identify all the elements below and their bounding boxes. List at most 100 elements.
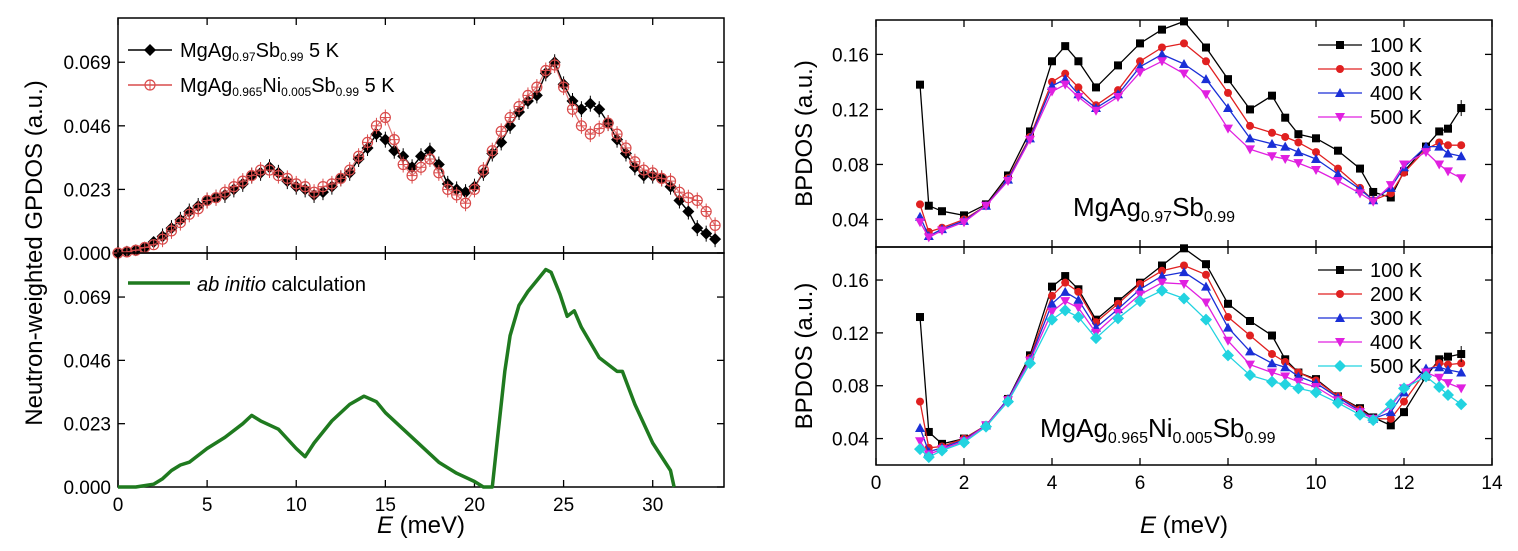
label-part: Sb — [1172, 192, 1204, 222]
y-tick-label: 0.023 — [63, 180, 111, 201]
x-tick-label: 2 — [959, 473, 970, 494]
y-tick-label: 0.069 — [63, 53, 111, 74]
sample-label: MgAg0.97Sb0.99 — [1073, 192, 1235, 226]
x-tick-label: 10 — [286, 495, 307, 516]
subscript: 0.005 — [1173, 430, 1213, 447]
x-axis-unit: (meV) — [1156, 512, 1228, 539]
legend-marker — [1336, 41, 1344, 49]
legend-entry: 300 K — [1318, 308, 1423, 330]
y-tick-label: 0.000 — [63, 478, 111, 499]
legend-entry: 200 K — [1318, 284, 1423, 306]
y-tick-label: 0.08 — [832, 377, 869, 398]
x-tick-label: 0 — [113, 495, 124, 516]
legend-marker — [1336, 65, 1344, 73]
label-part: 5 K — [303, 40, 339, 62]
legend-marker — [1336, 290, 1344, 298]
legend-marker — [1336, 266, 1344, 274]
calculation-line — [118, 267, 676, 489]
data-point — [916, 200, 924, 209]
y-tick-label: 0.16 — [832, 45, 869, 66]
x-axis-title: E (meV) — [1140, 512, 1228, 539]
legend-label: 500 K — [1370, 356, 1423, 378]
legend-label: MgAg0.97Sb0.99 5 K — [180, 40, 340, 64]
label-part: MgAg — [1073, 192, 1141, 222]
subscript: 0.965 — [1108, 430, 1148, 447]
legend-label: 300 K — [1370, 59, 1423, 81]
subscript: 0.99 — [1204, 209, 1235, 226]
y-tick-label: 0.069 — [63, 288, 111, 309]
x-tick-label: 8 — [1223, 473, 1234, 494]
x-axis-unit: (meV) — [393, 512, 465, 539]
data-point — [915, 423, 925, 433]
legend-label: 200 K — [1370, 284, 1423, 306]
legend-rest: calculation — [266, 274, 366, 296]
x-tick-label: 15 — [375, 495, 396, 516]
subscript: 0.965 — [232, 85, 262, 99]
legend-label: 300 K — [1370, 308, 1423, 330]
x-tick-label: 0 — [871, 473, 882, 494]
x-tick-label: 12 — [1393, 473, 1414, 494]
legend-entry: MgAg0.97Sb0.99 5 K — [128, 40, 340, 64]
series-line — [117, 64, 716, 254]
y-tick-label: 0.000 — [63, 244, 111, 265]
x-tick-label: 10 — [1305, 473, 1326, 494]
y-tick-label: 0.16 — [832, 271, 869, 292]
y-tick-label: 0.046 — [63, 351, 111, 372]
x-tick-label: 5 — [202, 495, 213, 516]
data-point — [1455, 398, 1468, 411]
legend-marker — [1335, 88, 1345, 97]
subscript: 0.99 — [280, 50, 304, 64]
subscript: 0.97 — [232, 50, 256, 64]
legend-entry: 500 K — [1318, 107, 1423, 129]
legend-label: 400 K — [1370, 83, 1423, 105]
legend-label: 100 K — [1370, 260, 1423, 282]
legend-label: MgAg0.965Ni0.005Sb0.99 5 K — [180, 75, 395, 99]
y-tick-label: 0.04 — [832, 210, 869, 231]
y-tick-label: 0.12 — [832, 100, 869, 121]
label-part: Sb — [311, 75, 335, 97]
series-line — [919, 289, 1462, 458]
subscript: 0.99 — [336, 85, 360, 99]
x-axis-title: E (meV) — [377, 512, 465, 539]
y-tick-label: 0.08 — [832, 155, 869, 176]
subscript: 0.005 — [281, 85, 311, 99]
legend-marker — [1334, 360, 1346, 372]
data-point — [1456, 174, 1467, 184]
label-part: Sb — [256, 40, 280, 62]
y-tick-label: 0.12 — [832, 324, 869, 345]
legend-italic: ab initio — [197, 274, 266, 296]
series-line — [919, 60, 1462, 239]
sample-label: MgAg0.965Ni0.005Sb0.99 — [1040, 413, 1276, 447]
y-tick-label: 0.046 — [63, 117, 111, 138]
subscript: 0.99 — [1244, 430, 1275, 447]
legend-entry: 500 K — [1318, 356, 1423, 378]
x-tick-label: 6 — [1135, 473, 1146, 494]
legend-entry: 100 K — [1318, 35, 1423, 57]
label-part: MgAg — [180, 40, 232, 62]
legend-marker — [1335, 313, 1345, 322]
y-tick-label: 0.023 — [63, 415, 111, 436]
legend-label: 100 K — [1370, 35, 1423, 57]
legend-entry: 400 K — [1318, 83, 1423, 105]
label-part: Sb — [1213, 413, 1245, 443]
y-axis-title: BPDOS (a.u.) — [791, 60, 818, 207]
legend-marker — [1335, 113, 1345, 122]
legend-entry: 100 K — [1318, 260, 1423, 282]
label-part: 5 K — [359, 75, 395, 97]
data-point — [1456, 384, 1467, 394]
legend-label: 500 K — [1370, 107, 1423, 129]
data-point — [916, 80, 924, 89]
left-bottom-plot-frame — [117, 252, 725, 488]
x-axis-symbol: E — [377, 512, 394, 539]
x-tick-label: 30 — [642, 495, 663, 516]
label-part: Ni — [1148, 413, 1173, 443]
legend-entry: 400 K — [1318, 332, 1423, 354]
x-tick-label: 14 — [1481, 473, 1503, 494]
y-axis-title: Neutron-weighted GPDOS (a.u.) — [21, 80, 48, 425]
x-axis-symbol: E — [1140, 512, 1157, 539]
label-part: Ni — [262, 75, 281, 97]
legend-label: 400 K — [1370, 332, 1423, 354]
x-tick-label: 4 — [1047, 473, 1058, 494]
data-point — [916, 397, 924, 406]
